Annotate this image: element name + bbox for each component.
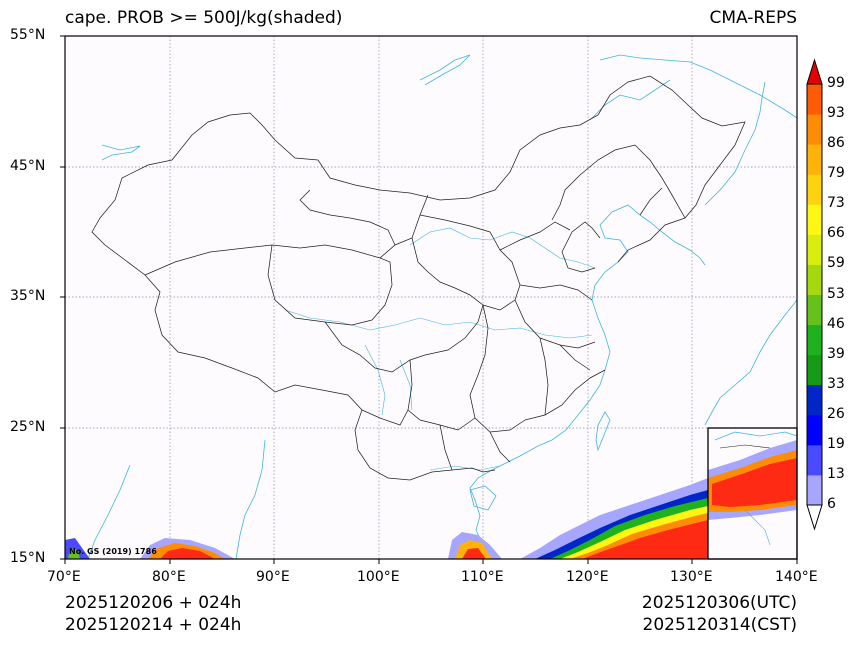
colorbar-tick-label: 26 bbox=[827, 405, 845, 422]
colorbar-segment bbox=[807, 414, 822, 446]
colorbar-segment bbox=[807, 384, 822, 416]
colorbar-tick-label: 13 bbox=[827, 465, 845, 482]
colorbar-segment bbox=[807, 174, 822, 205]
colorbar-segment bbox=[807, 264, 822, 295]
model-name: CMA-REPS bbox=[709, 8, 797, 28]
init-time-cst: 2025120214 + 024h bbox=[65, 615, 242, 635]
colorbar-segment bbox=[807, 234, 822, 265]
map-background bbox=[65, 36, 797, 559]
lon-label-140: 140°E bbox=[775, 569, 818, 585]
colorbar bbox=[806, 58, 823, 531]
lon-label-90: 90°E bbox=[256, 569, 290, 585]
colorbar-segment bbox=[807, 204, 822, 235]
colorbar-tick-label: 39 bbox=[827, 345, 845, 362]
axis-ticks bbox=[60, 35, 798, 564]
lon-label-100: 100°E bbox=[357, 569, 400, 585]
lat-label-15: 15°N bbox=[10, 550, 46, 566]
lat-label-45: 45°N bbox=[10, 158, 46, 174]
colorbar-segment bbox=[807, 84, 822, 115]
colorbar-tick-label: 59 bbox=[827, 255, 845, 272]
colorbar-segment bbox=[807, 444, 822, 476]
probability-shading bbox=[65, 440, 797, 559]
colorbar-segment bbox=[807, 474, 822, 506]
rivers bbox=[284, 227, 596, 471]
map-title: cape. PROB >= 500J/kg(shaded) bbox=[65, 8, 343, 28]
colorbar-tick-label: 86 bbox=[827, 135, 845, 152]
colorbar-segment bbox=[807, 294, 822, 326]
colorbar-over-triangle bbox=[806, 58, 823, 85]
lat-label-35: 35°N bbox=[10, 288, 46, 304]
lon-label-130: 130°E bbox=[670, 569, 713, 585]
colorbar-tick-label: 6 bbox=[827, 496, 836, 512]
colorbar-tick-label: 66 bbox=[827, 225, 845, 242]
colorbar-tick-label: 73 bbox=[827, 195, 845, 212]
init-time-utc: 2025120206 + 024h bbox=[65, 593, 242, 613]
valid-time-cst: 2025120314(CST) bbox=[642, 615, 797, 635]
lon-label-120: 120°E bbox=[566, 569, 609, 585]
colorbar-segment bbox=[807, 144, 822, 175]
colorbar-outline bbox=[806, 83, 823, 506]
map-review-number: No. GS (2019) 1786 bbox=[69, 547, 157, 556]
gridlines bbox=[65, 36, 797, 559]
lat-label-55: 55°N bbox=[10, 27, 46, 43]
colorbar-tick-label: 93 bbox=[827, 105, 845, 122]
colorbar-tick-label: 99 bbox=[827, 75, 845, 91]
borders bbox=[91, 75, 746, 481]
colorbar-tick-label: 19 bbox=[827, 435, 845, 452]
colorbar-segment bbox=[807, 114, 822, 145]
colorbar-segment bbox=[807, 324, 822, 356]
lon-label-80: 80°E bbox=[152, 569, 186, 585]
colorbar-tick-label: 79 bbox=[827, 165, 845, 182]
valid-time-utc: 2025120306(UTC) bbox=[641, 593, 797, 613]
colorbar-tick-label: 46 bbox=[827, 315, 845, 332]
colorbar-tick-label: 33 bbox=[827, 375, 845, 392]
colorbar-segment bbox=[807, 354, 822, 386]
colorbar-under-triangle bbox=[806, 504, 823, 531]
colorbar-tick-label: 53 bbox=[827, 285, 845, 302]
lon-label-70: 70°E bbox=[47, 569, 81, 585]
lat-label-25: 25°N bbox=[10, 419, 46, 435]
lon-label-110: 110°E bbox=[461, 569, 504, 585]
